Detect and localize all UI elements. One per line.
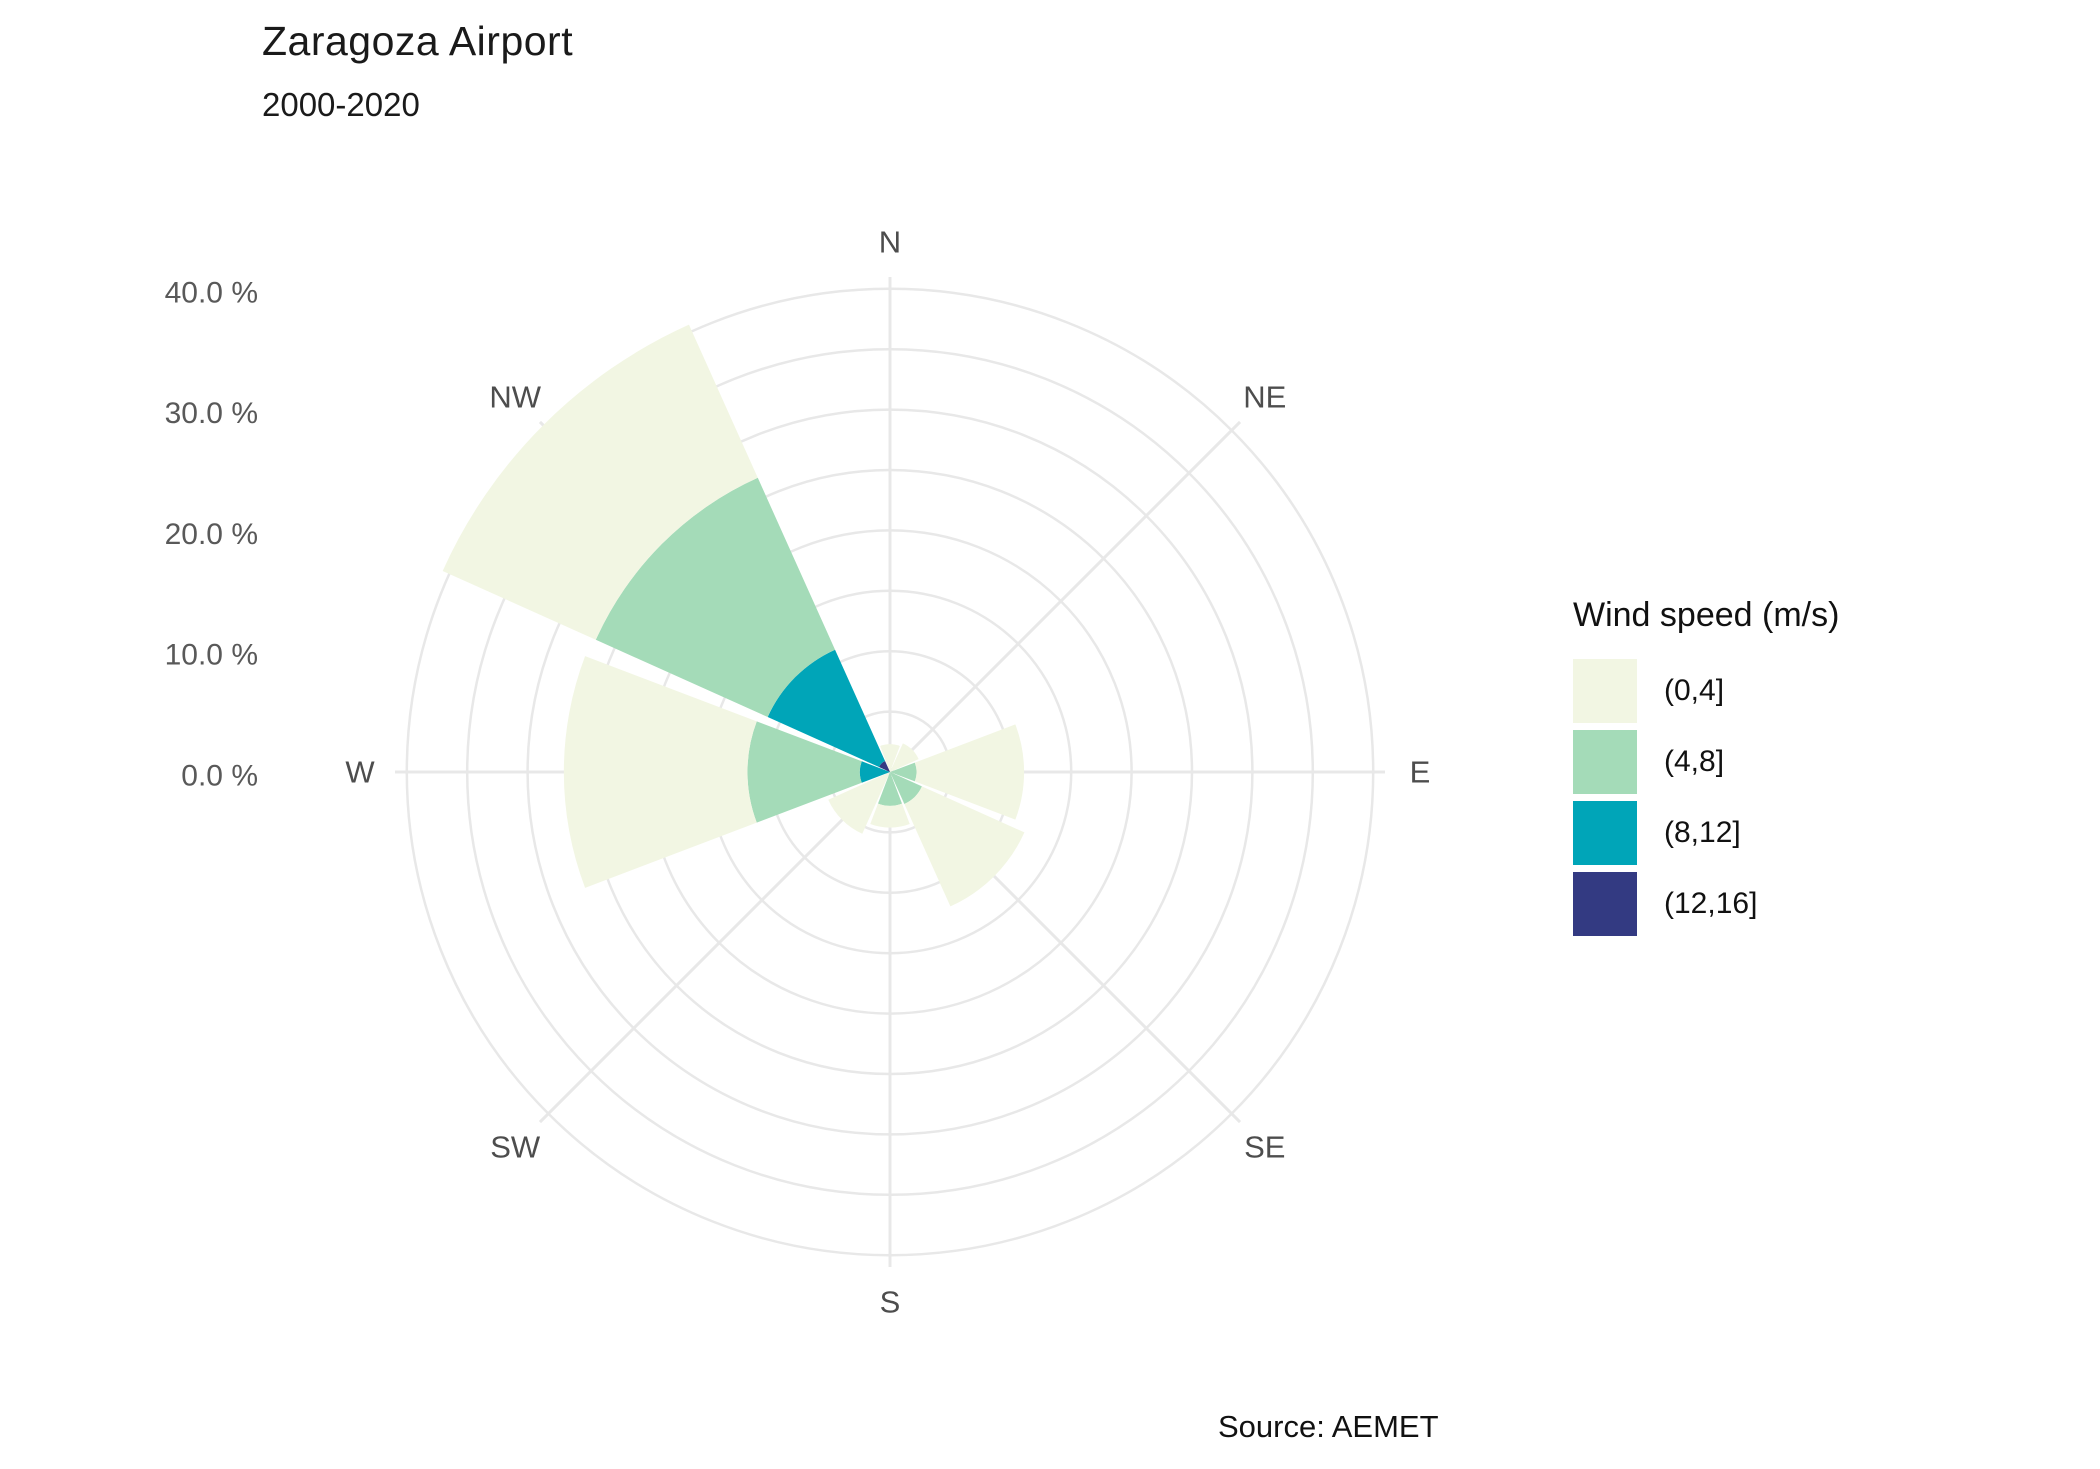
windrose-sector-w-band-(4,8] bbox=[747, 721, 862, 823]
windrose-sector-nw-band-(0,4] bbox=[442, 324, 758, 640]
direction-label-e: E bbox=[1410, 755, 1431, 790]
legend-swatch-8-12 bbox=[1573, 801, 1637, 865]
windrose-sector-ne-band-(0,4] bbox=[890, 743, 919, 772]
radial-tick-label-10: 10.0 % bbox=[165, 639, 258, 672]
polar-grid-spoke-sw bbox=[538, 770, 892, 1124]
legend-item: (4,8] bbox=[1573, 730, 1993, 794]
legend: Wind speed (m/s) (0,4] (4,8] (8,12] (12,… bbox=[1573, 596, 1993, 943]
radial-tick-label-40: 40.0 % bbox=[165, 276, 258, 309]
legend-swatch-0-4 bbox=[1573, 659, 1637, 723]
windrose-sector-nw-band-(4,8] bbox=[595, 477, 836, 718]
windrose-sector-s-band-(0,4] bbox=[870, 803, 910, 828]
legend-item: (0,4] bbox=[1573, 659, 1993, 723]
direction-label-se: SE bbox=[1244, 1129, 1285, 1164]
direction-label-nw: NW bbox=[489, 380, 541, 415]
legend-item: (8,12] bbox=[1573, 801, 1993, 865]
windrose-sector-nw-band-(8,12] bbox=[767, 649, 886, 768]
windrose-sector-nw-band-(12,16] bbox=[878, 760, 890, 772]
direction-label-n: N bbox=[879, 225, 901, 260]
direction-label-sw: SW bbox=[490, 1129, 541, 1164]
legend-label: (0,4] bbox=[1664, 674, 1725, 707]
radial-tick-label-30: 30.0 % bbox=[165, 397, 258, 430]
windrose-sector-sw-band-(0,4] bbox=[828, 772, 890, 834]
legend-label: (4,8] bbox=[1664, 745, 1725, 778]
legend-label: (12,16] bbox=[1664, 887, 1758, 920]
windrose-sector-se-band-(4,8] bbox=[890, 772, 922, 804]
polar-grid-spoke-ne bbox=[888, 420, 1242, 774]
radial-tick-label-20: 20.0 % bbox=[165, 518, 258, 551]
page-subtitle: 2000-2020 bbox=[262, 86, 420, 123]
windrose-sector-s-band-(4,8] bbox=[877, 772, 903, 806]
direction-label-s: S bbox=[880, 1285, 901, 1320]
radial-tick-label-0: 0.0 % bbox=[181, 760, 258, 793]
source-note: Source: AEMET bbox=[1218, 1409, 1439, 1444]
page-title: Zaragoza Airport bbox=[262, 18, 574, 64]
direction-label-w: W bbox=[345, 755, 375, 790]
windrose-sector-e-band-(4,8] bbox=[890, 762, 917, 782]
windrose-sector-w-band-(0,4] bbox=[563, 656, 757, 888]
legend-item: (12,16] bbox=[1573, 872, 1993, 936]
legend-swatch-4-8 bbox=[1573, 730, 1637, 794]
windrose-sector-n-band-(0,4] bbox=[880, 744, 900, 772]
legend-title: Wind speed (m/s) bbox=[1573, 596, 1840, 634]
direction-label-ne: NE bbox=[1243, 380, 1286, 415]
legend-swatch-12-16 bbox=[1573, 872, 1637, 936]
windrose-sector-w-band-(8,12] bbox=[859, 761, 890, 783]
legend-label: (8,12] bbox=[1664, 816, 1741, 849]
windrose-sector-se-band-(0,4] bbox=[904, 786, 1025, 907]
windrose-sector-e-band-(0,4] bbox=[914, 724, 1025, 820]
